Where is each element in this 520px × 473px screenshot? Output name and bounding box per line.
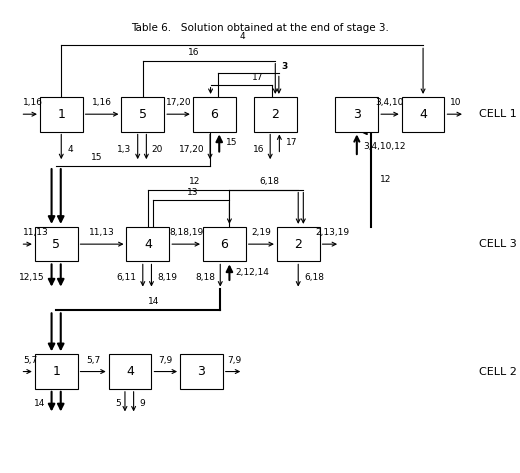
Text: 1,16: 1,16 xyxy=(92,98,112,107)
Text: 10: 10 xyxy=(450,98,461,107)
Text: 17: 17 xyxy=(252,73,263,82)
Text: 15: 15 xyxy=(91,152,102,161)
FancyBboxPatch shape xyxy=(35,227,77,262)
Text: 2: 2 xyxy=(271,108,279,121)
FancyBboxPatch shape xyxy=(193,97,236,131)
Text: 7,9: 7,9 xyxy=(227,356,241,365)
Text: 5,7: 5,7 xyxy=(86,356,100,365)
Text: 15: 15 xyxy=(226,138,238,147)
Text: 3: 3 xyxy=(281,62,288,71)
FancyBboxPatch shape xyxy=(109,354,151,389)
Text: 3: 3 xyxy=(198,365,205,378)
Text: Table 6.   Solution obtained at the end of stage 3.: Table 6. Solution obtained at the end of… xyxy=(131,23,389,33)
Text: 12: 12 xyxy=(380,175,392,184)
Text: 11,13: 11,13 xyxy=(89,228,115,237)
Text: 5: 5 xyxy=(139,108,147,121)
Text: 2,13,19: 2,13,19 xyxy=(315,228,349,237)
Text: CELL 3: CELL 3 xyxy=(479,239,517,249)
Text: 4: 4 xyxy=(68,145,73,154)
Text: 6,18: 6,18 xyxy=(304,273,324,282)
Text: 3,4,10: 3,4,10 xyxy=(376,98,404,107)
Text: 12,15: 12,15 xyxy=(19,273,45,282)
Text: 8,18,19: 8,18,19 xyxy=(169,228,203,237)
Text: 1: 1 xyxy=(52,365,60,378)
Text: 6,18: 6,18 xyxy=(259,177,279,186)
Text: 20: 20 xyxy=(151,145,163,154)
Text: 5: 5 xyxy=(52,237,60,251)
Text: 1: 1 xyxy=(57,108,65,121)
Text: 2,19: 2,19 xyxy=(251,228,271,237)
Text: 6,11: 6,11 xyxy=(116,273,137,282)
Text: 11,13: 11,13 xyxy=(23,228,49,237)
FancyBboxPatch shape xyxy=(401,97,445,131)
Text: 16: 16 xyxy=(188,48,200,57)
Text: 8,19: 8,19 xyxy=(157,273,177,282)
Text: 12: 12 xyxy=(189,177,201,186)
Text: 17,20: 17,20 xyxy=(166,98,191,107)
FancyBboxPatch shape xyxy=(35,354,77,389)
FancyBboxPatch shape xyxy=(180,354,223,389)
Text: 3: 3 xyxy=(353,108,361,121)
Text: 9: 9 xyxy=(139,399,145,408)
Text: 13: 13 xyxy=(187,188,198,197)
Text: 4: 4 xyxy=(239,32,245,41)
Text: 14: 14 xyxy=(34,399,45,408)
Text: 2: 2 xyxy=(294,237,302,251)
Text: 8,18: 8,18 xyxy=(195,273,215,282)
Text: 4: 4 xyxy=(144,237,152,251)
Text: 4: 4 xyxy=(419,108,427,121)
Text: 2,12,14: 2,12,14 xyxy=(236,268,269,277)
Text: 1,16: 1,16 xyxy=(23,98,43,107)
Text: 17: 17 xyxy=(285,138,297,147)
Text: CELL 1: CELL 1 xyxy=(479,109,517,119)
Text: 14: 14 xyxy=(148,297,159,306)
FancyBboxPatch shape xyxy=(126,227,170,262)
Text: 16: 16 xyxy=(253,145,264,154)
Text: 3,4,10,12: 3,4,10,12 xyxy=(363,142,406,151)
Text: 4: 4 xyxy=(126,365,134,378)
Text: 1,3: 1,3 xyxy=(118,145,132,154)
FancyBboxPatch shape xyxy=(203,227,246,262)
FancyBboxPatch shape xyxy=(277,227,320,262)
Text: 5: 5 xyxy=(115,399,121,408)
Text: 5,7: 5,7 xyxy=(23,356,37,365)
Text: 7,9: 7,9 xyxy=(159,356,173,365)
FancyBboxPatch shape xyxy=(335,97,378,131)
Text: 6: 6 xyxy=(210,108,218,121)
Text: 6: 6 xyxy=(220,237,228,251)
FancyBboxPatch shape xyxy=(254,97,297,131)
FancyBboxPatch shape xyxy=(40,97,83,131)
Text: 17,20: 17,20 xyxy=(179,145,205,154)
FancyBboxPatch shape xyxy=(121,97,164,131)
Text: CELL 2: CELL 2 xyxy=(479,367,517,377)
